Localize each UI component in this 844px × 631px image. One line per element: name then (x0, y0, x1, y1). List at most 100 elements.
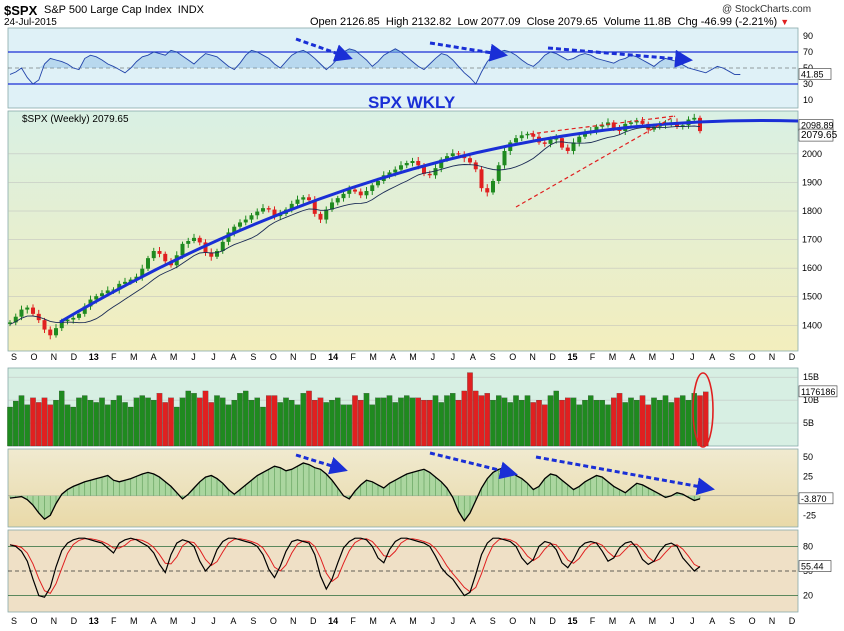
x-axis-label-upper: M (130, 352, 138, 362)
x-axis-label-lower: N (529, 616, 536, 626)
volume-bar (570, 397, 577, 447)
volume-bar (478, 395, 485, 447)
rsi-last-value: 41.85 (801, 70, 824, 80)
volume-bar (283, 397, 289, 447)
volume-bar (484, 393, 490, 447)
volume-bar (225, 404, 232, 447)
x-axis-label-lower: M (649, 616, 657, 626)
x-axis-label-lower: J (431, 616, 436, 626)
price-bar-body (65, 319, 70, 321)
price-bar-body (376, 181, 380, 186)
volume-bar (605, 404, 611, 447)
x-axis-label-upper: J (670, 352, 675, 362)
price-bar-body (525, 133, 530, 136)
volume-bar (110, 400, 117, 447)
x-axis-label-lower: O (509, 616, 516, 626)
volume-bar (87, 400, 94, 447)
price-bar-body (215, 251, 219, 257)
stockcharts-credit: @ StockCharts.com (722, 4, 812, 15)
x-axis-label-upper: N (290, 352, 297, 362)
volume-bar (703, 391, 709, 447)
price-bar-body (468, 158, 472, 163)
price-bar-body (358, 191, 363, 196)
rsi-tick-label: 50 (803, 63, 813, 73)
volume-bar (421, 400, 427, 447)
volume-bar (277, 402, 283, 447)
price-tick-label: 2000 (802, 149, 822, 159)
volume-bar (634, 400, 640, 447)
x-axis-label-upper: D (789, 352, 796, 362)
close-value: 2079.65 (557, 16, 598, 28)
price-bar-body (94, 296, 99, 300)
volume-bar (64, 404, 71, 447)
macd-last-value: -3.870 (801, 494, 827, 504)
close-label: Close (526, 16, 555, 28)
x-axis-label-lower: J (670, 616, 675, 626)
price-bar-body (577, 136, 582, 143)
price-bar-body (502, 151, 507, 166)
volume-bar (266, 395, 272, 447)
x-axis-label-upper: A (470, 352, 476, 362)
rsi-line (9, 48, 741, 85)
price-bar-body (496, 165, 501, 181)
volume-bar (312, 400, 318, 447)
volume-bar (260, 406, 266, 447)
x-axis-label-lower: O (749, 616, 756, 626)
price-bar-body (491, 181, 495, 193)
stoch-last-value: 55.44 (801, 562, 824, 572)
x-axis-label-upper: A (629, 352, 635, 362)
x-axis-label-lower: J (690, 616, 695, 626)
x-axis-label-upper: F (590, 352, 596, 362)
stoch-tick-label: 20 (803, 591, 813, 601)
price-bar-body (439, 159, 444, 169)
low-label: Low (457, 16, 478, 28)
price-bar-body (151, 251, 156, 259)
x-axis-label-upper: N (769, 352, 776, 362)
volume-bar (24, 404, 30, 447)
volume-bar (381, 397, 387, 447)
x-axis-label-upper: J (431, 352, 436, 362)
ohlc-readout: Open 2126.85 High 2132.82 Low 2077.09 Cl… (310, 16, 789, 28)
macd-divergence-arrow (535, 455, 715, 496)
open-value: 2126.85 (339, 16, 380, 28)
volume-bar (352, 395, 358, 447)
index-exchange: INDX (177, 4, 204, 16)
macd-tick-label: 25 (803, 471, 813, 481)
price-bar-body (324, 209, 329, 220)
price-tick-label: 1600 (802, 263, 822, 273)
x-axis-label-upper: J (211, 352, 216, 362)
price-bar-body (531, 133, 536, 137)
volume-bar (599, 400, 605, 447)
x-axis-label-lower: N (769, 616, 776, 626)
volume-bar (70, 406, 76, 447)
volume-bar (450, 393, 456, 447)
macd-panel: 50 25 -25 -3.870 (8, 452, 834, 522)
volume-tick-label: 10B (803, 395, 819, 405)
volume-bar (105, 404, 111, 447)
volume-bar (622, 402, 628, 447)
x-axis-label-upper: 14 (328, 352, 338, 362)
volume-bar (461, 390, 467, 447)
long-term-trend-curve (59, 119, 799, 324)
volume-bar (415, 397, 421, 447)
chart-symbol: $SPX (4, 3, 38, 18)
x-axis-label-lower: M (170, 616, 178, 626)
price-bar-body (140, 268, 145, 277)
price-bar-body (422, 165, 426, 174)
volume-bar (306, 390, 312, 447)
price-last-value-box (798, 128, 834, 142)
stoch-signal-line (9, 538, 701, 595)
volume-bar (185, 390, 191, 447)
price-bar-body (105, 290, 110, 294)
x-axis-label-lower: A (151, 616, 157, 626)
wedge-lower-line (515, 115, 676, 208)
volume-bar (530, 402, 536, 447)
price-bar-body (71, 317, 76, 320)
price-bar-body (387, 172, 392, 176)
spx-wkly-annotation: SPX WKLY (368, 93, 456, 112)
x-axis-label-upper: J (451, 352, 456, 362)
price-bar-body (232, 226, 237, 233)
price-bar-body (571, 142, 576, 151)
price-tick-label: 1400 (802, 320, 822, 330)
x-axis-label-upper: 13 (89, 352, 99, 362)
